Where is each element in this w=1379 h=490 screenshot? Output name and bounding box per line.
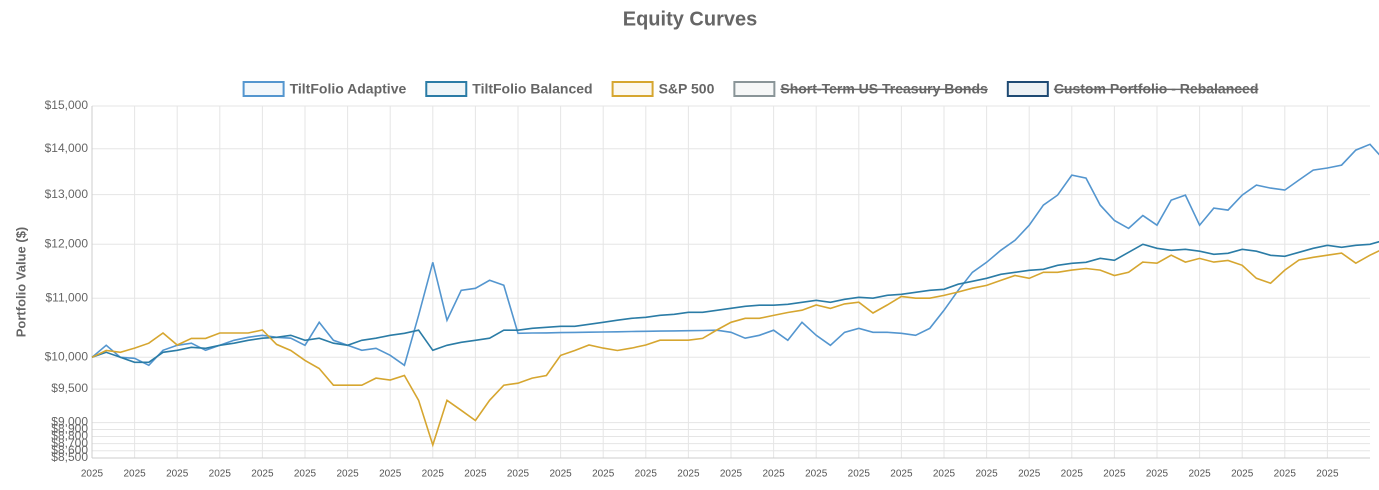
x-tick-label: 2025 [1146, 469, 1169, 480]
legend-swatch[interactable] [425, 81, 468, 97]
x-tick-label: 2025 [975, 469, 998, 480]
x-tick-label: 2025 [677, 469, 700, 480]
legend-label[interactable]: TiltFolio Balanced [472, 81, 592, 97]
x-tick-label: 2025 [848, 469, 871, 480]
x-tick-label: 2025 [1061, 469, 1084, 480]
x-tick-label: 2025 [336, 469, 359, 480]
y-tick-label: $12,000 [45, 236, 89, 250]
x-tick-label: 2025 [592, 469, 615, 480]
x-tick-label: 2025 [1188, 469, 1211, 480]
y-tick-label: $9,000 [51, 415, 88, 429]
y-tick-label: $8,600 [51, 443, 88, 457]
x-tick-label: 2025 [890, 469, 913, 480]
x-tick-label: 2025 [209, 469, 232, 480]
y-tick-label: $11,000 [46, 290, 89, 304]
x-tick-label: 2025 [720, 469, 743, 480]
series-line [91, 250, 1379, 448]
legend-swatch[interactable] [733, 81, 776, 97]
x-tick-label: 2025 [635, 469, 658, 480]
x-tick-label: 2025 [123, 469, 146, 480]
x-tick-label: 2025 [251, 469, 274, 480]
y-tick-label: $14,000 [45, 141, 89, 155]
x-tick-label: 2025 [933, 469, 956, 480]
x-tick-label: 2025 [1231, 469, 1254, 480]
legend-swatch[interactable] [611, 81, 654, 97]
y-tick-label: $13,000 [45, 187, 89, 201]
x-tick-label: 2025 [379, 469, 402, 480]
x-tick-label: 2025 [1274, 469, 1297, 480]
legend-swatch[interactable] [1006, 81, 1049, 97]
x-tick-label: 2025 [1316, 469, 1339, 480]
y-tick-label: $8,800 [51, 429, 88, 443]
x-tick-label: 2025 [1103, 469, 1126, 480]
y-tick-label: $8,700 [51, 436, 88, 450]
x-tick-label: 2025 [1018, 469, 1041, 480]
x-tick-label: 2025 [805, 469, 828, 480]
legend-label[interactable]: S&P 500 [659, 81, 715, 97]
x-tick-label: 2025 [422, 469, 445, 480]
x-tick-label: 2025 [549, 469, 572, 480]
series-line [91, 240, 1379, 364]
x-tick-label: 2025 [762, 469, 785, 480]
y-axis-title: Portfolio Value ($) [13, 227, 28, 338]
x-tick-label: 2025 [81, 469, 104, 480]
legend-label[interactable]: TiltFolio Adaptive [290, 81, 407, 97]
legend-label[interactable]: Short-Term US Treasury Bonds [780, 81, 988, 97]
y-tick-label: $15,000 [45, 98, 89, 112]
chart-title: Equity Curves [623, 8, 757, 30]
x-tick-label: 2025 [166, 469, 189, 480]
y-tick-label: $10,000 [45, 349, 89, 363]
y-tick-label: $8,900 [51, 422, 88, 436]
series-line [91, 143, 1379, 367]
x-tick-label: 2025 [507, 469, 530, 480]
y-tick-label: $9,500 [51, 381, 88, 395]
legend-label[interactable]: Custom Portfolio - Rebalanced [1054, 81, 1259, 97]
x-tick-label: 2025 [294, 469, 317, 480]
x-tick-label: 2025 [464, 469, 487, 480]
y-tick-label: $8,500 [51, 450, 88, 464]
legend-swatch[interactable] [242, 81, 285, 97]
